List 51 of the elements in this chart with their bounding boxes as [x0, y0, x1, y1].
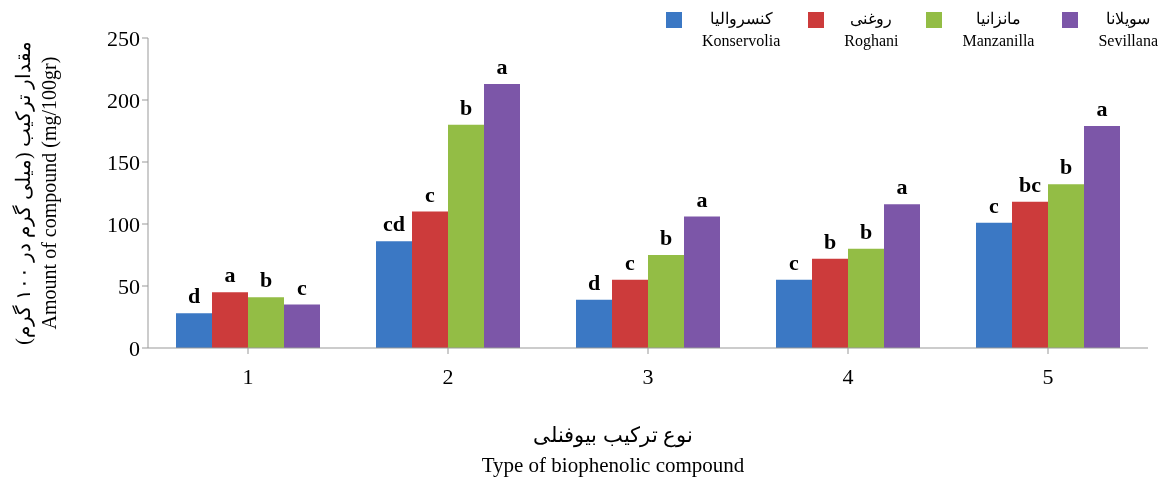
x-tick-label: 1: [242, 363, 254, 389]
bar: [884, 204, 920, 348]
data-label: b: [259, 267, 273, 293]
data-label: a: [896, 174, 908, 200]
y-tick-label: 200: [107, 87, 140, 113]
bar: [812, 258, 848, 348]
bar: [484, 83, 520, 348]
data-label: b: [459, 94, 473, 120]
data-label: a: [224, 262, 236, 288]
bar: [284, 304, 320, 348]
data-label: b: [659, 225, 673, 250]
data-label: bc: [1019, 171, 1042, 197]
bar: [412, 211, 448, 348]
bar: [212, 292, 248, 348]
bar: [684, 216, 720, 348]
y-tick-label: 50: [118, 273, 140, 299]
data-label: d: [587, 269, 601, 295]
bar: [1048, 184, 1084, 348]
x-tick-label: 3: [642, 363, 654, 389]
x-tick-label: 5: [1042, 363, 1054, 389]
data-label: c: [625, 249, 636, 275]
bar: [1012, 201, 1048, 348]
x-tick-label: 2: [442, 363, 454, 389]
bar: [976, 222, 1012, 348]
data-label: b: [859, 218, 873, 244]
data-label: b: [1059, 154, 1073, 180]
y-tick-label: 150: [107, 149, 140, 175]
data-label: cd: [383, 211, 405, 237]
data-label: c: [425, 181, 436, 207]
bar: [376, 241, 412, 348]
data-label: c: [789, 249, 800, 275]
data-label: d: [187, 283, 201, 309]
bar: [612, 279, 648, 348]
data-label: b: [823, 228, 837, 254]
data-label: c: [297, 274, 308, 300]
y-tick-label: 250: [107, 25, 140, 51]
bar: [776, 279, 812, 348]
bar: [576, 299, 612, 348]
bar: [1084, 126, 1120, 348]
data-label: a: [496, 53, 508, 79]
x-tick-label: 4: [842, 363, 854, 389]
data-label: c: [989, 192, 1000, 218]
data-label: a: [1096, 96, 1108, 122]
y-tick-label: 100: [107, 211, 140, 237]
y-tick-label: 0: [129, 335, 140, 361]
bar: [176, 313, 212, 348]
bar: [448, 124, 484, 348]
bar: [648, 255, 684, 348]
bar: [848, 248, 884, 348]
bar: [248, 297, 284, 348]
data-label: a: [696, 186, 708, 212]
